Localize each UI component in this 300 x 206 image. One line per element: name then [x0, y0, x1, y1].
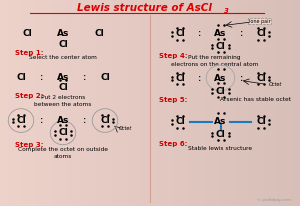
- Text: Stable lewis structure: Stable lewis structure: [188, 146, 253, 151]
- Text: lone pair: lone pair: [249, 19, 270, 23]
- Text: As: As: [214, 117, 227, 126]
- Text: 3: 3: [224, 8, 229, 14]
- Text: Cl: Cl: [256, 117, 266, 126]
- Text: Cl: Cl: [256, 74, 266, 83]
- Text: Cl: Cl: [216, 87, 225, 96]
- Text: Cl: Cl: [58, 40, 68, 49]
- Text: As: As: [214, 74, 227, 83]
- Text: Cl: Cl: [100, 116, 110, 125]
- Text: As: As: [214, 29, 227, 39]
- Text: Cl: Cl: [100, 73, 110, 82]
- Text: Cl: Cl: [216, 130, 225, 139]
- Text: As: As: [57, 116, 69, 125]
- Text: Cl: Cl: [256, 29, 266, 39]
- Text: Octet: Octet: [118, 126, 132, 131]
- Text: As: As: [57, 73, 69, 82]
- Text: Cl: Cl: [175, 74, 185, 83]
- Text: Step 5:: Step 5:: [159, 97, 188, 103]
- Text: Cl: Cl: [175, 29, 185, 39]
- Text: Cl: Cl: [175, 117, 185, 126]
- Text: Cl: Cl: [94, 29, 104, 39]
- Text: Step 6:: Step 6:: [159, 141, 188, 147]
- Text: Step 1:: Step 1:: [15, 49, 44, 56]
- Text: Select the center atom: Select the center atom: [29, 55, 97, 60]
- Text: Step 3:: Step 3:: [15, 142, 44, 148]
- Text: Cl: Cl: [22, 29, 32, 39]
- Text: Cl: Cl: [216, 42, 225, 51]
- Text: Octet: Octet: [268, 82, 282, 87]
- Text: Cl: Cl: [58, 128, 68, 137]
- Text: Arsenic has stable octet: Arsenic has stable octet: [220, 97, 292, 102]
- Text: :: :: [238, 29, 244, 38]
- Text: :: :: [82, 73, 88, 82]
- Text: :: :: [197, 74, 203, 83]
- Text: Cl: Cl: [16, 116, 26, 125]
- Text: :: :: [238, 74, 244, 83]
- Text: :: :: [197, 29, 203, 38]
- Text: :: :: [38, 73, 44, 82]
- Text: :: :: [82, 116, 88, 125]
- Text: Step 4:: Step 4:: [159, 53, 188, 59]
- Text: © pediabay.com: © pediabay.com: [257, 198, 291, 202]
- Text: Put the remaining
electrons on the central atom: Put the remaining electrons on the centr…: [171, 55, 258, 67]
- Text: Cl: Cl: [58, 83, 68, 92]
- Text: Lewis structure of AsCl: Lewis structure of AsCl: [76, 3, 212, 13]
- Text: Complete the octet on outside
atoms: Complete the octet on outside atoms: [18, 147, 108, 159]
- Text: Put 2 electrons
between the atoms: Put 2 electrons between the atoms: [34, 95, 92, 107]
- Text: Step 2:: Step 2:: [15, 93, 44, 99]
- Text: Cl: Cl: [16, 73, 26, 82]
- Text: As: As: [57, 29, 69, 39]
- Text: :: :: [38, 116, 44, 125]
